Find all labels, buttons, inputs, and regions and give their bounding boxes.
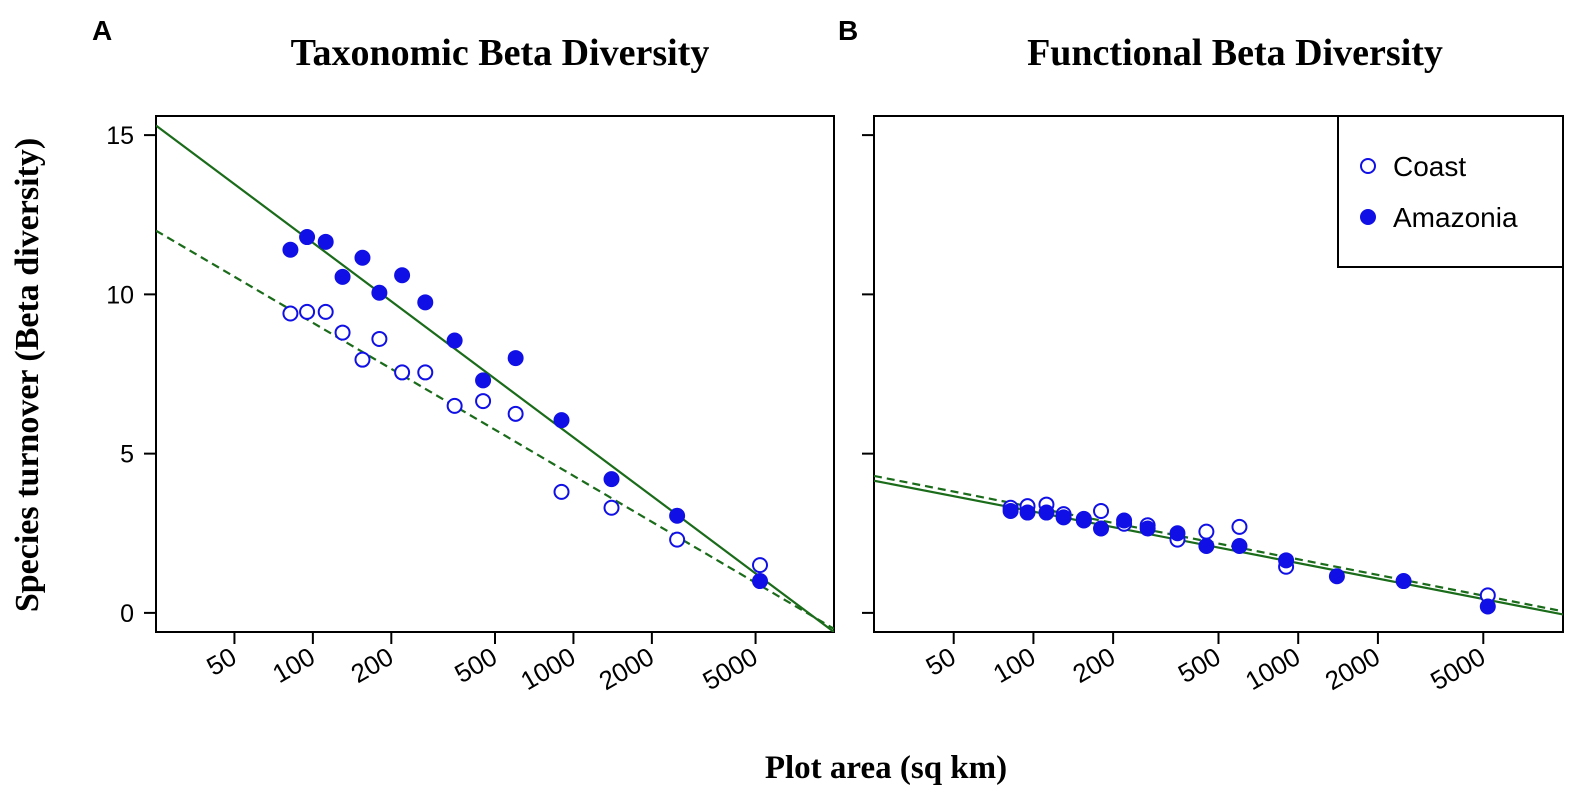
point-amazonia xyxy=(1002,502,1019,519)
point-amazonia xyxy=(1055,509,1072,526)
y-tick-label: 10 xyxy=(106,281,134,309)
x-tick-label: 100 xyxy=(988,641,1041,689)
point-amazonia xyxy=(1328,568,1345,585)
panel-title: Taxonomic Beta Diversity xyxy=(291,32,710,74)
panels: A Taxonomic Beta Diversity 0 5 10 15 50 100 200 5… xyxy=(92,15,1564,696)
x-tick-label: 50 xyxy=(201,641,241,681)
point-amazonia xyxy=(394,267,411,284)
point-amazonia xyxy=(475,372,492,389)
x-tick-label: 100 xyxy=(267,641,320,689)
legend: Coast Amazonia xyxy=(1337,115,1564,268)
point-coast xyxy=(317,303,334,320)
point-amazonia xyxy=(1075,510,1092,527)
point-amazonia xyxy=(446,332,463,349)
x-tick-label: 50 xyxy=(921,641,961,681)
legend-marker-coast xyxy=(1360,158,1376,174)
point-coast xyxy=(371,330,388,347)
point-coast xyxy=(334,324,351,341)
plot-frame xyxy=(155,115,835,633)
point-coast xyxy=(417,364,434,381)
x-tick-label: 5000 xyxy=(1425,641,1490,696)
panel-b: B Functional Beta Diversity 50 100 200 500 100… xyxy=(838,15,1564,696)
point-amazonia xyxy=(1139,520,1156,537)
point-amazonia xyxy=(354,249,371,266)
point-coast xyxy=(507,405,524,422)
point-amazonia xyxy=(669,507,686,524)
point-coast xyxy=(1198,523,1215,540)
point-amazonia xyxy=(334,268,351,285)
point-amazonia xyxy=(1479,598,1496,615)
x-tick-label: 2000 xyxy=(594,641,659,696)
fit-line-coast xyxy=(156,229,834,630)
legend-label-amazonia: Amazonia xyxy=(1393,202,1518,233)
point-amazonia xyxy=(417,294,434,311)
x-tick-label: 1000 xyxy=(515,641,580,696)
point-coast xyxy=(394,364,411,381)
legend-box xyxy=(1337,115,1564,268)
x-tick-label: 500 xyxy=(1173,641,1226,689)
point-amazonia xyxy=(317,233,334,250)
point-amazonia xyxy=(752,573,769,590)
point-coast xyxy=(553,483,570,500)
x-axis-label: Plot area (sq km) xyxy=(765,750,1007,786)
point-amazonia xyxy=(1093,520,1110,537)
x-tick-label: 200 xyxy=(346,641,399,689)
point-amazonia xyxy=(1169,525,1186,542)
point-amazonia xyxy=(299,229,316,246)
x-tick-label: 1000 xyxy=(1240,641,1305,696)
point-amazonia xyxy=(371,284,388,301)
panel-letter: A xyxy=(92,15,112,46)
x-tick-label: 200 xyxy=(1068,641,1121,689)
y-tick-label: 15 xyxy=(106,122,134,150)
y-axis-label: Species turnover (Beta diversity) xyxy=(9,138,46,612)
x-tick-label: 2000 xyxy=(1320,641,1385,696)
point-coast xyxy=(669,531,686,548)
panel-title: Functional Beta Diversity xyxy=(1027,32,1443,74)
legend-marker-amazonia xyxy=(1360,209,1376,225)
fit-line-coast xyxy=(874,474,1563,613)
legend-label-coast: Coast xyxy=(1393,151,1466,182)
point-amazonia xyxy=(1116,512,1133,529)
point-coast xyxy=(1231,518,1248,535)
point-amazonia xyxy=(1038,504,1055,521)
point-coast xyxy=(446,397,463,414)
point-amazonia xyxy=(1231,538,1248,554)
point-coast xyxy=(603,499,620,516)
point-amazonia xyxy=(282,241,299,258)
point-coast xyxy=(752,557,769,574)
point-amazonia xyxy=(1019,504,1036,521)
point-coast xyxy=(354,351,371,368)
panel-letter: B xyxy=(838,15,858,46)
point-amazonia xyxy=(553,412,570,429)
point-coast xyxy=(475,393,492,410)
point-coast xyxy=(1093,502,1110,519)
point-amazonia xyxy=(507,350,524,367)
panel-a: A Taxonomic Beta Diversity 0 5 10 15 50 100 200 5… xyxy=(92,15,835,696)
y-tick-label: 5 xyxy=(120,441,134,469)
point-coast xyxy=(299,303,316,320)
x-tick-label: 5000 xyxy=(697,641,762,696)
point-amazonia xyxy=(1198,538,1215,554)
point-amazonia xyxy=(1395,573,1412,590)
y-tick-label: 0 xyxy=(120,600,134,628)
x-tick-label: 500 xyxy=(449,641,502,689)
fit-line-amazonia xyxy=(874,479,1563,616)
point-coast xyxy=(282,305,299,322)
fit-line-amazonia xyxy=(156,124,834,632)
point-amazonia xyxy=(1278,552,1295,569)
point-amazonia xyxy=(603,471,620,488)
